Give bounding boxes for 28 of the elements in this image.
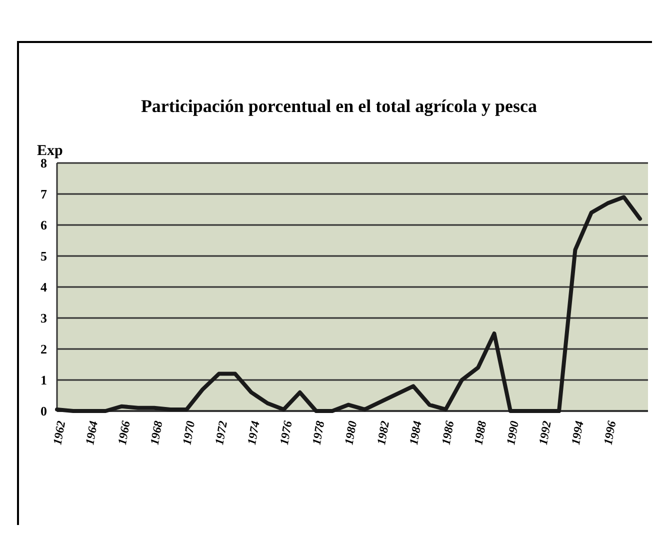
- x-tick-label: 1966: [114, 420, 133, 446]
- y-tick-label: 7: [40, 186, 48, 202]
- y-tick-label: 5: [40, 248, 48, 264]
- x-tick-label: 1962: [50, 420, 68, 446]
- y-tick-label: 6: [40, 218, 48, 233]
- x-tick-label: 1992: [536, 420, 554, 446]
- y-tick-label: 3: [40, 310, 48, 326]
- x-tick-label: 1978: [309, 420, 328, 446]
- y-tick-label: 2: [40, 342, 47, 357]
- line-series: [55, 195, 642, 413]
- x-tick-label: 1994: [568, 420, 586, 446]
- x-tick-label: 1976: [276, 420, 295, 446]
- x-tick-label: 1970: [180, 420, 198, 446]
- x-tick-label: 1996: [600, 420, 619, 446]
- x-tick-label: 1984: [406, 420, 424, 446]
- x-tick-label: 1972: [212, 420, 230, 446]
- chart-title: Participación porcentual en el total agrícola y pesca: [140, 96, 538, 116]
- x-tick-label: 1990: [504, 420, 522, 446]
- y-tick-label: 0: [40, 404, 47, 419]
- x-tick-label: 1982: [374, 420, 392, 446]
- x-tick-label: 1974: [244, 420, 262, 446]
- y-tick-label: 4: [40, 280, 48, 295]
- x-tick-label: 1964: [82, 420, 100, 446]
- x-tick-label: 1968: [147, 420, 166, 446]
- y-tick-label: 1: [40, 372, 47, 388]
- x-tick-label: 1988: [471, 420, 490, 446]
- x-tick-label: 1986: [438, 420, 457, 446]
- x-tick-label: 1980: [342, 420, 360, 446]
